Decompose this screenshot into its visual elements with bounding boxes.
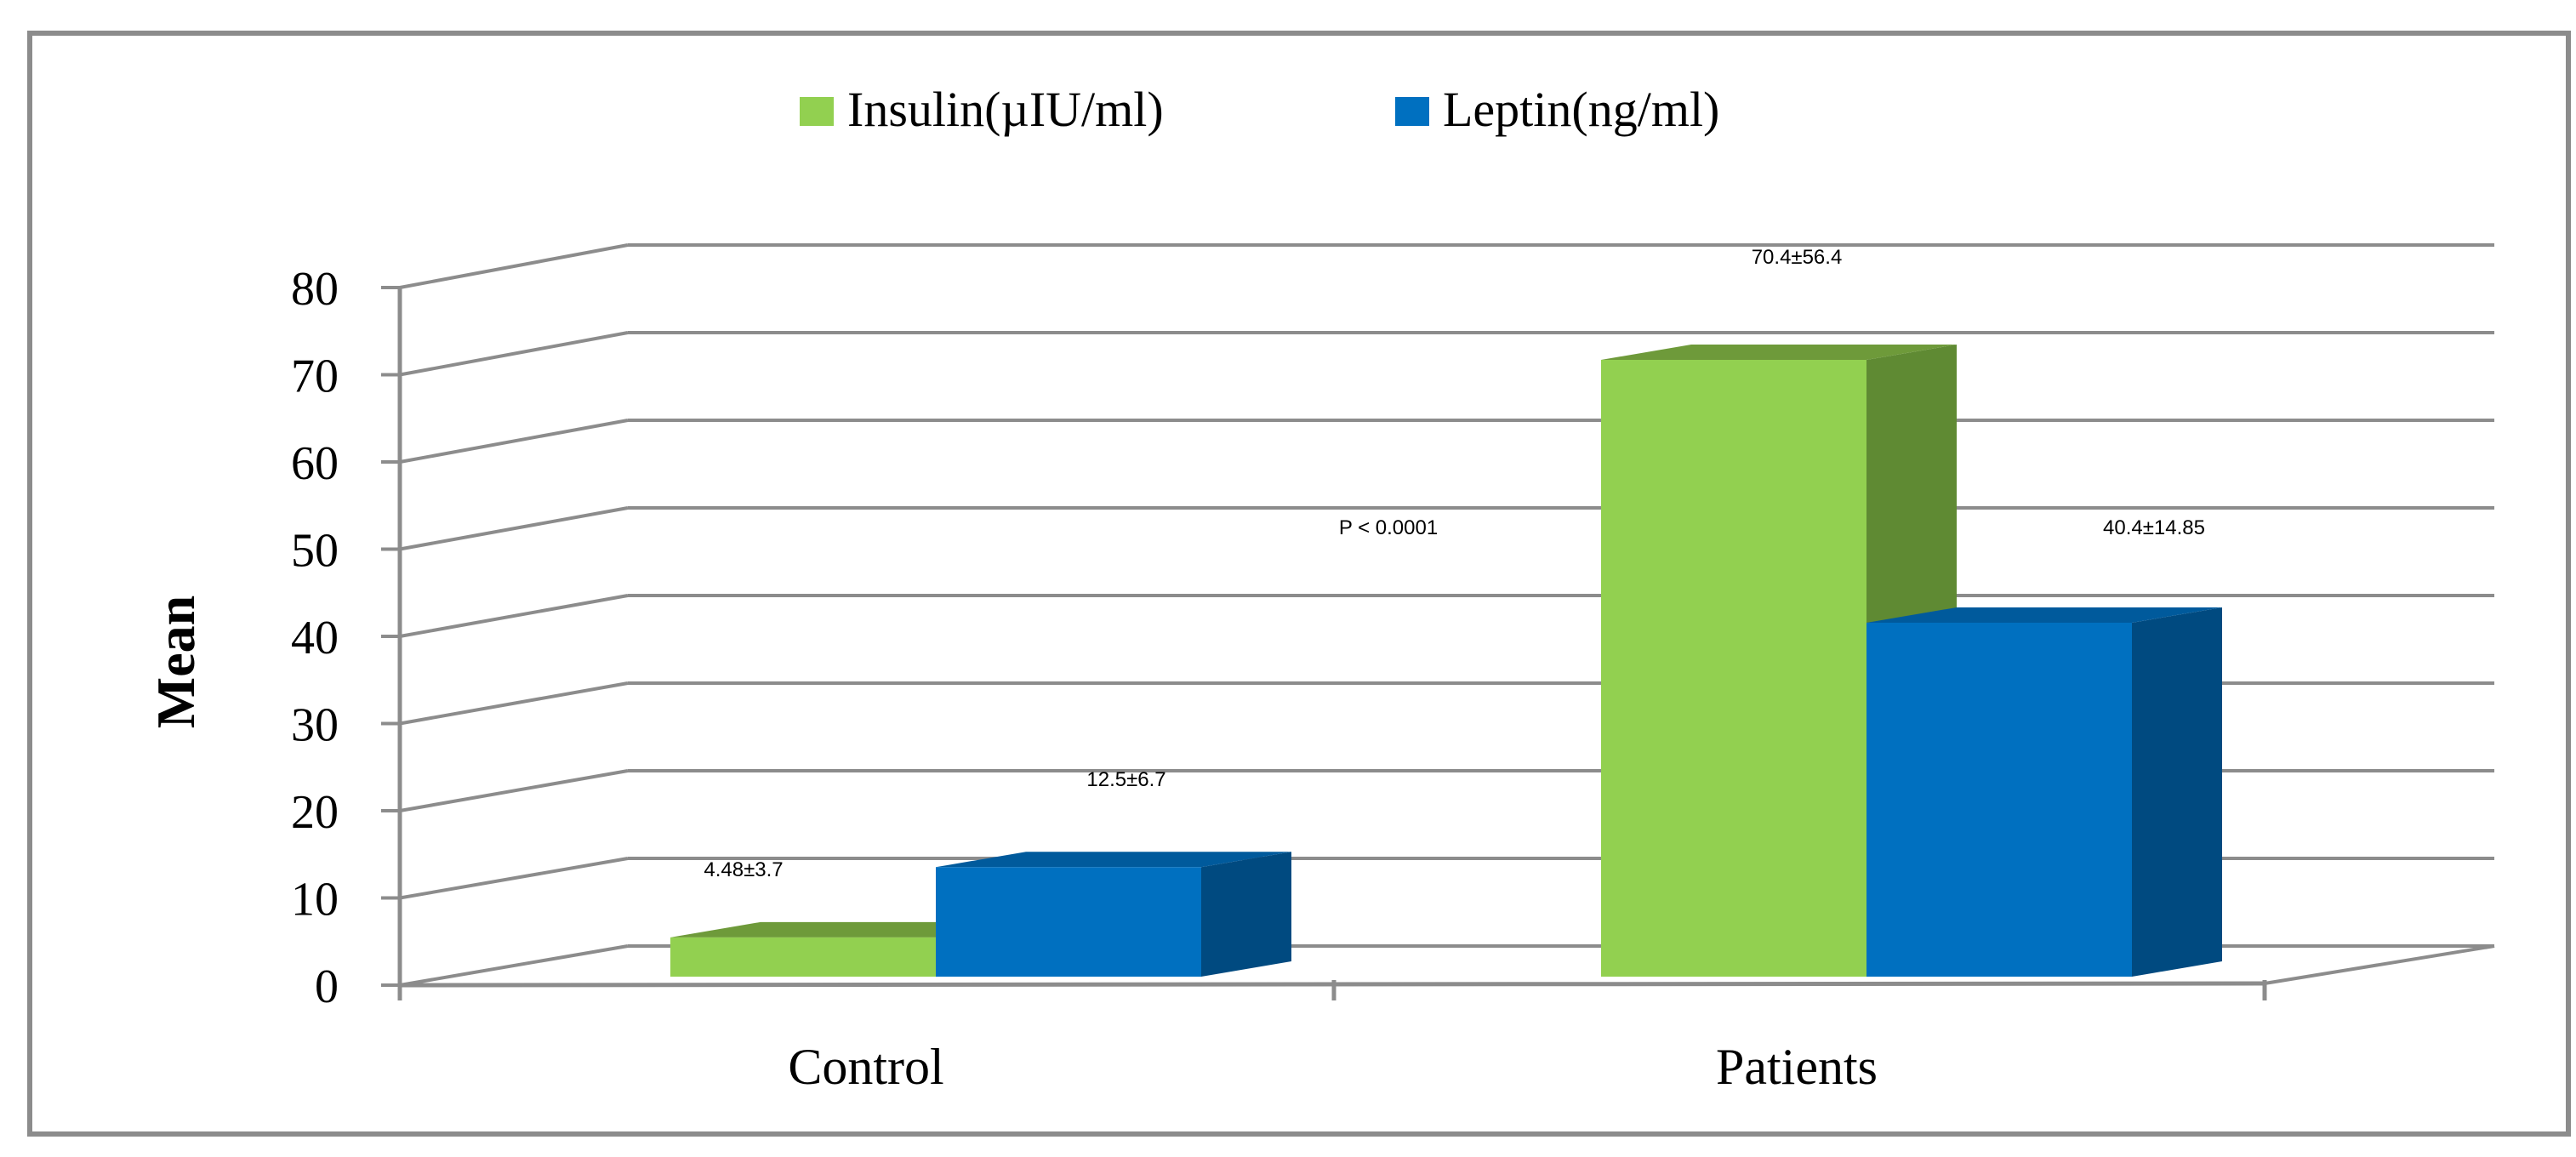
gridline-side-50	[399, 506, 629, 551]
y-tick-label-50: 50	[291, 525, 339, 578]
bar-side-leptin-control	[1201, 852, 1291, 977]
gridline-side-60	[399, 419, 629, 464]
axes: 0 10 20 30 40 50 60 70 80	[291, 263, 2495, 1013]
bar-leptin-patients	[1866, 607, 2222, 977]
legend: Insulin(µIU/ml) Leptin(ng/ml)	[800, 82, 1719, 137]
bar-top-leptin-patients	[1866, 607, 2222, 623]
gridline-side-30	[399, 681, 629, 726]
gridline-side-40	[399, 594, 629, 638]
data-label-insulin-control: 4.48±3.7	[704, 858, 783, 881]
gridline-side-70	[399, 331, 629, 377]
y-axis-label: Mean	[145, 596, 206, 728]
y-tick-label-60: 60	[291, 437, 339, 490]
y-tick-label-10: 10	[291, 874, 339, 926]
legend-label-leptin: Leptin(ng/ml)	[1443, 82, 1719, 137]
annotation-p-value: P < 0.0001	[1339, 516, 1438, 539]
labels: 4.48±3.7 12.5±6.7 70.4±56.4 40.4±14.85	[704, 246, 2205, 881]
bar-front-leptin-control	[936, 867, 1201, 977]
gridline-side-10	[399, 857, 629, 900]
y-tick-label-40: 40	[291, 612, 339, 664]
gridline-side-80	[399, 243, 629, 289]
bar-leptin-control	[936, 852, 1291, 977]
bar-top-leptin-control	[936, 852, 1291, 868]
legend-swatch-insulin	[800, 97, 834, 126]
y-tick-label-30: 30	[291, 699, 339, 752]
bar-side-leptin-patients	[2132, 607, 2222, 977]
bar-front-insulin-control	[670, 937, 936, 977]
bar-front-insulin-patients	[1601, 360, 1866, 977]
data-label-insulin-patients: 70.4±56.4	[1752, 246, 1843, 269]
bar-front-leptin-patients	[1866, 622, 2132, 977]
y-tick-label-20: 20	[291, 786, 339, 839]
data-label-leptin-control: 12.5±6.7	[1086, 768, 1165, 791]
gridline-side-20	[399, 769, 629, 812]
y-tick-label-0: 0	[315, 960, 339, 1013]
y-tick-label-70: 70	[291, 351, 339, 403]
bars	[670, 345, 2222, 977]
legend-label-insulin: Insulin(µIU/ml)	[847, 82, 1164, 137]
legend-swatch-leptin	[1395, 97, 1429, 126]
x-tick-label-control: Control	[788, 1039, 943, 1095]
y-tick-label-80: 80	[291, 263, 339, 316]
x-tick-label-patients: Patients	[1716, 1039, 1878, 1095]
data-label-leptin-patients: 40.4±14.85	[2103, 516, 2205, 539]
bar-top-insulin-patients	[1601, 345, 1957, 360]
gridline-side-0	[399, 944, 629, 987]
floor-right-edge	[2264, 944, 2495, 985]
